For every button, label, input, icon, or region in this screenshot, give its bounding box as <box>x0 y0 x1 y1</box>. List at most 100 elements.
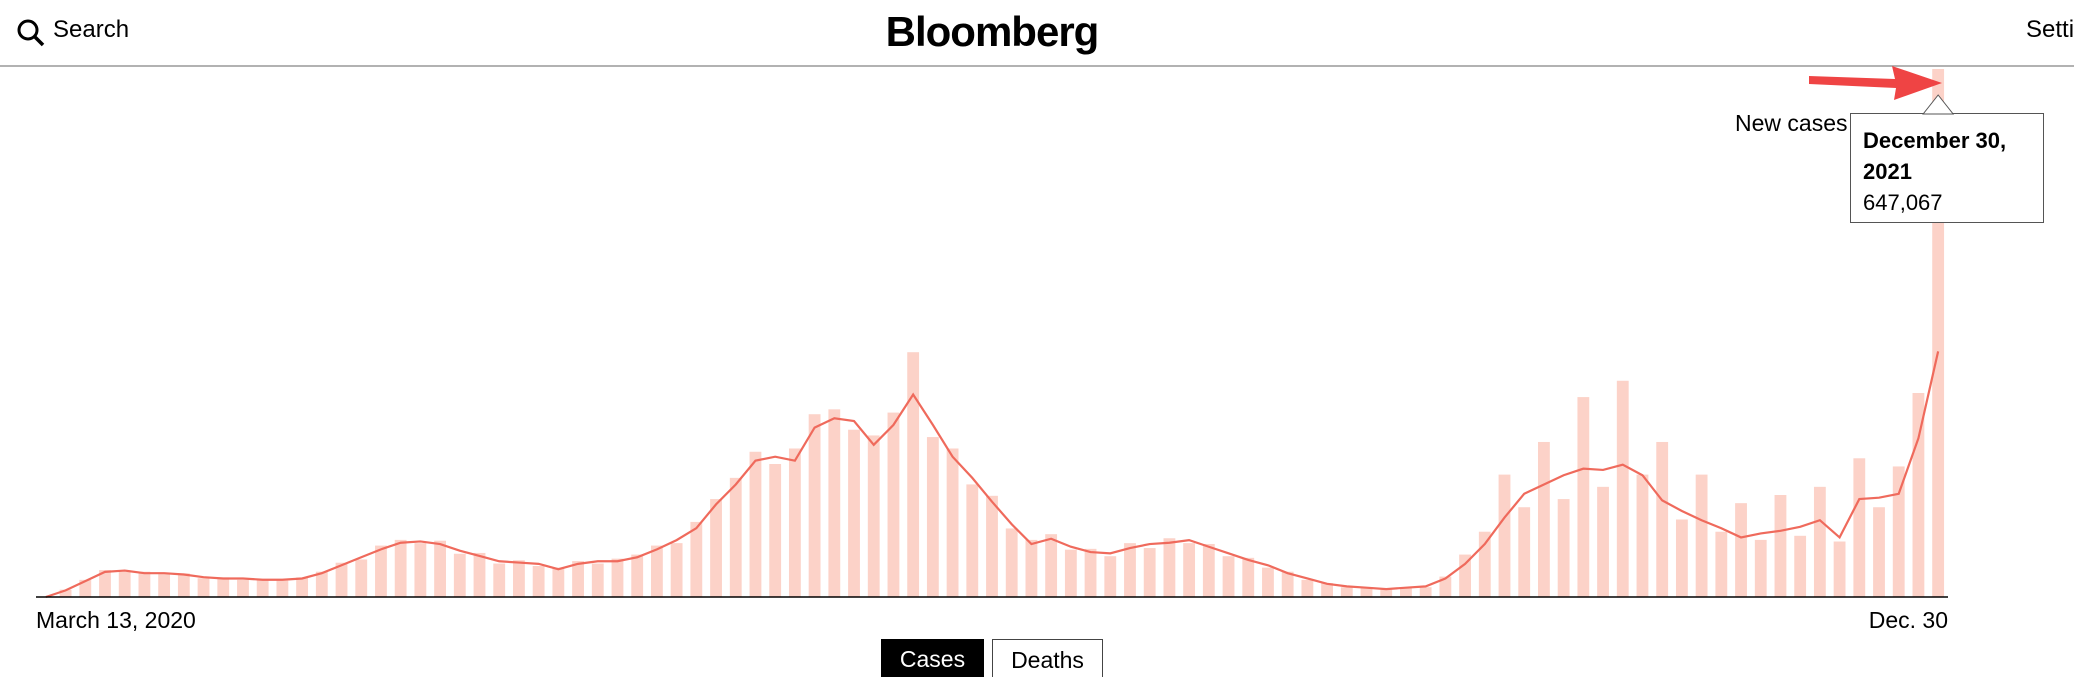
search-icon[interactable] <box>17 19 39 41</box>
bar <box>1833 541 1846 597</box>
chart-label: New cases <box>1735 110 1848 136</box>
search-icon-handle[interactable] <box>33 35 45 47</box>
bar <box>1400 587 1412 597</box>
bar <box>1912 393 1925 597</box>
bar <box>1853 458 1866 597</box>
tooltip-title: December 30, 2021 <box>1863 128 2007 184</box>
annotation-arrow <box>1809 66 1942 100</box>
bar <box>1459 554 1471 597</box>
bar <box>237 579 249 597</box>
bar <box>1380 589 1393 597</box>
bar <box>1104 556 1117 597</box>
bar <box>1439 576 1452 597</box>
bar <box>1124 543 1136 597</box>
bar <box>1794 535 1807 597</box>
bar <box>1735 503 1747 597</box>
bar <box>1873 507 1885 597</box>
bar <box>1025 539 1038 597</box>
bar <box>375 545 387 597</box>
tooltip-value: 647,067 <box>1863 190 1943 215</box>
bar <box>394 539 407 597</box>
bar <box>513 560 525 597</box>
logo[interactable]: Bloomberg <box>885 8 1100 55</box>
bar <box>710 499 722 597</box>
bar <box>670 543 683 597</box>
bar <box>946 448 959 597</box>
bar <box>1577 397 1590 597</box>
bar <box>138 571 151 597</box>
bar <box>1498 474 1511 597</box>
bar <box>493 563 506 597</box>
bar <box>1715 531 1728 597</box>
bar <box>1774 495 1787 597</box>
bar <box>1675 519 1688 597</box>
bar <box>591 563 604 597</box>
bar <box>552 567 565 597</box>
bar <box>197 578 210 597</box>
bar <box>1656 441 1669 597</box>
bar <box>1163 538 1176 597</box>
bar <box>414 543 427 597</box>
bar <box>1301 579 1314 597</box>
bar <box>690 521 703 597</box>
bar <box>611 558 624 597</box>
x-tick-label: March 13, 2020 <box>36 607 196 633</box>
bar <box>355 559 368 597</box>
bar <box>1064 549 1077 597</box>
bar <box>986 495 998 597</box>
bar <box>434 540 446 597</box>
bar <box>572 561 584 597</box>
bar <box>1636 474 1649 597</box>
bar <box>650 545 663 597</box>
bar <box>1616 380 1629 597</box>
bar <box>118 571 131 597</box>
bar <box>217 577 230 597</box>
settings-label[interactable]: Settings <box>2026 16 2074 43</box>
bar <box>335 562 348 597</box>
bar <box>453 553 466 597</box>
bar <box>1045 534 1058 597</box>
line <box>45 351 1940 599</box>
toggle-button[interactable]: Cases <box>881 639 984 677</box>
bar <box>887 412 900 597</box>
bar <box>867 435 880 597</box>
bar <box>1518 507 1531 597</box>
bar <box>1242 557 1255 597</box>
bar <box>1360 587 1373 597</box>
bar <box>158 574 171 597</box>
bar <box>532 565 545 597</box>
bar <box>256 579 269 597</box>
bar <box>1695 474 1708 597</box>
bar <box>1222 556 1235 597</box>
bar <box>473 552 486 597</box>
bar <box>315 571 328 597</box>
bar <box>1183 543 1196 597</box>
bar <box>966 484 979 597</box>
toggle-button[interactable]: Deaths <box>992 639 1103 677</box>
bar <box>1143 548 1156 597</box>
bar <box>729 477 742 597</box>
bar <box>1084 548 1097 597</box>
bar <box>1005 528 1018 597</box>
bar <box>1754 539 1767 597</box>
bar <box>749 451 762 597</box>
bar <box>1281 571 1294 597</box>
bar <box>276 580 289 597</box>
bar <box>1932 69 1945 597</box>
bar <box>1813 486 1826 597</box>
bar <box>1321 583 1334 597</box>
bar <box>59 589 72 597</box>
search-label[interactable]: Search <box>53 16 130 43</box>
bar <box>1419 587 1432 597</box>
bar <box>1478 531 1491 597</box>
bar <box>828 409 841 597</box>
bar <box>769 463 782 597</box>
plot <box>45 69 1945 599</box>
bar <box>1597 486 1609 597</box>
tooltip: December 30, 2021 647,067 <box>1850 113 2044 223</box>
bar <box>99 570 111 597</box>
bar <box>1262 567 1274 597</box>
bar <box>1538 441 1550 597</box>
